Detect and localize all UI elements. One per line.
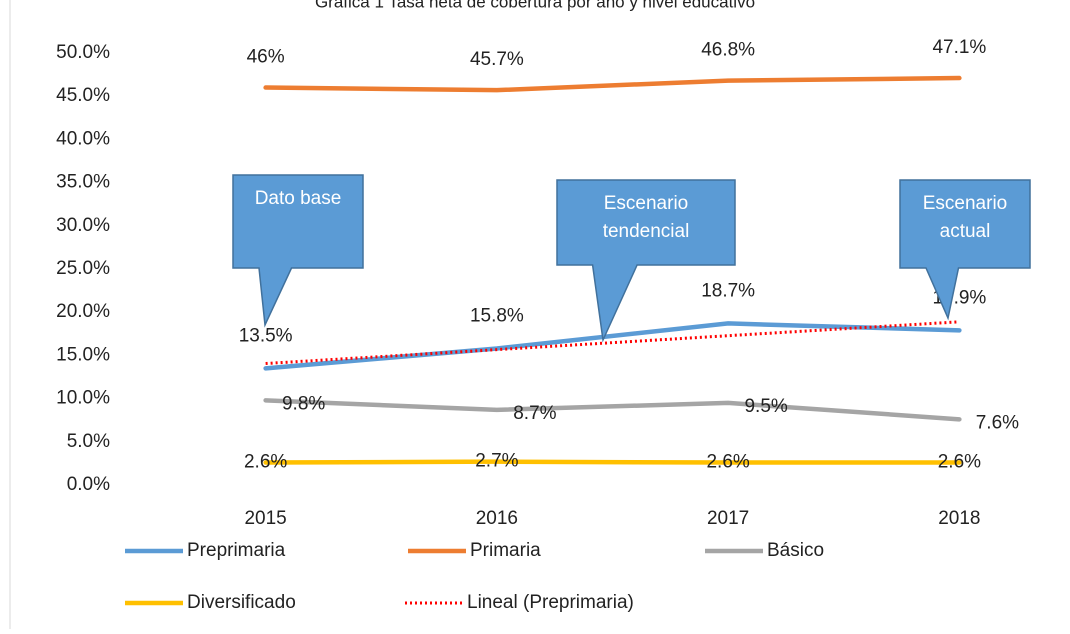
y-tick-label: 25.0% <box>56 258 110 279</box>
series-line <box>263 75 962 93</box>
data-label: 18.7% <box>701 280 755 301</box>
y-tick-label: 30.0% <box>56 215 110 236</box>
y-tick-label: 35.0% <box>56 172 110 193</box>
data-label: 9.5% <box>744 396 787 417</box>
data-label: 8.7% <box>513 403 556 424</box>
callout <box>232 174 364 328</box>
data-label: 2.6% <box>244 452 287 473</box>
callout <box>556 179 736 343</box>
y-tick-label: 50.0% <box>56 42 110 63</box>
data-label: 46% <box>247 47 285 68</box>
chart-frame <box>9 0 11 634</box>
y-tick-label: 5.0% <box>67 431 110 452</box>
legend-label: Básico <box>767 540 824 561</box>
data-label: 7.6% <box>976 412 1019 433</box>
series-line <box>263 398 962 422</box>
series-line <box>263 459 962 465</box>
x-tick-label: 2016 <box>476 508 518 529</box>
x-tick-label: 2017 <box>707 508 749 529</box>
data-label: 46.8% <box>701 40 755 61</box>
data-label: 2.7% <box>475 451 518 472</box>
data-label: 2.6% <box>938 452 981 473</box>
x-tick-label: 2015 <box>244 508 286 529</box>
y-tick-label: 10.0% <box>56 388 110 409</box>
callout <box>899 179 1031 321</box>
data-label: 2.6% <box>706 452 749 473</box>
y-tick-label: 40.0% <box>56 128 110 149</box>
data-label: 9.8% <box>282 393 325 414</box>
y-tick-label: 0.0% <box>67 474 110 495</box>
series-line <box>265 320 960 366</box>
legend-label: Lineal (Preprimaria) <box>467 592 634 613</box>
x-tick-label: 2018 <box>938 508 980 529</box>
data-label: 15.8% <box>470 306 524 327</box>
data-label: 45.7% <box>470 49 524 70</box>
y-tick-label: 45.0% <box>56 85 110 106</box>
legend-label: Primaria <box>470 540 541 561</box>
chart-title: Gráfica 1 Tasa neta de cobertura por año… <box>315 0 755 11</box>
series-line <box>263 321 962 371</box>
callout-text: Escenario actual <box>922 193 1008 242</box>
data-label: 13.5% <box>239 325 293 346</box>
callout-text: Dato base <box>254 188 342 209</box>
legend-label: Preprimaria <box>187 540 286 561</box>
data-label: 47.1% <box>932 37 986 58</box>
legend-label: Diversificado <box>187 592 296 613</box>
y-tick-label: 20.0% <box>56 301 110 322</box>
y-tick-label: 15.0% <box>56 344 110 365</box>
callout-text: Escenario tendencial <box>602 193 690 242</box>
